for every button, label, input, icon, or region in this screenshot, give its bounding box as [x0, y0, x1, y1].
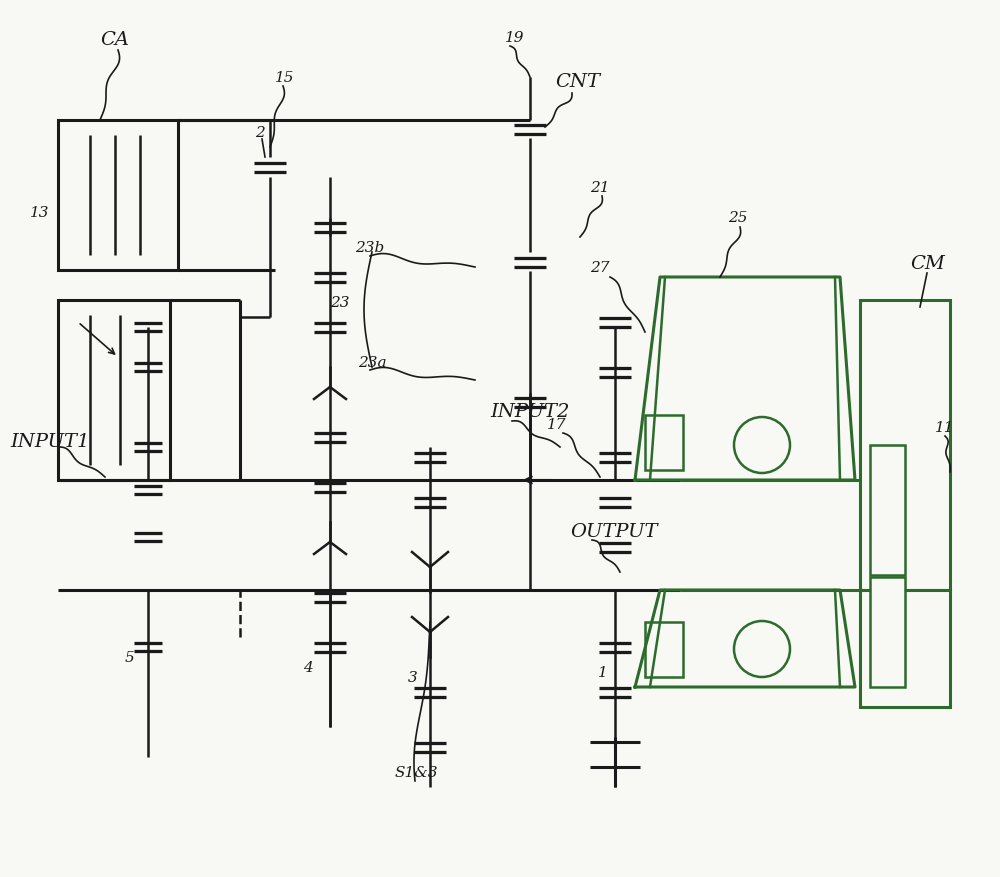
Text: CM: CM	[910, 255, 945, 273]
Text: 4: 4	[303, 661, 313, 675]
Bar	[58, 120, 178, 270]
Bar	[860, 300, 950, 590]
Text: 23b: 23b	[355, 241, 384, 255]
Text: 19: 19	[505, 31, 524, 45]
Text: 1: 1	[598, 666, 608, 680]
Bar	[870, 577, 905, 687]
Text: 2: 2	[255, 126, 265, 140]
Text: 27: 27	[590, 261, 610, 275]
Text: 15: 15	[275, 71, 294, 85]
Text: 5: 5	[125, 651, 135, 665]
Bar	[645, 622, 683, 677]
Text: S1&3: S1&3	[395, 766, 439, 780]
Bar	[870, 445, 905, 575]
Text: 21: 21	[590, 181, 610, 195]
Text: 11: 11	[935, 421, 954, 435]
Text: OUTPUT: OUTPUT	[570, 523, 658, 541]
Text: INPUT1: INPUT1	[10, 433, 89, 451]
Text: 25: 25	[728, 211, 748, 225]
Text: 23a: 23a	[358, 356, 387, 370]
Text: 23: 23	[330, 296, 350, 310]
Text: INPUT2: INPUT2	[490, 403, 569, 421]
Bar	[645, 415, 683, 470]
Text: CNT: CNT	[555, 73, 600, 91]
Bar	[58, 300, 170, 480]
Text: CA: CA	[100, 31, 129, 49]
Text: 13: 13	[30, 206, 50, 220]
Text: 3: 3	[408, 671, 418, 685]
Bar	[860, 590, 950, 707]
Text: 17: 17	[547, 418, 566, 432]
